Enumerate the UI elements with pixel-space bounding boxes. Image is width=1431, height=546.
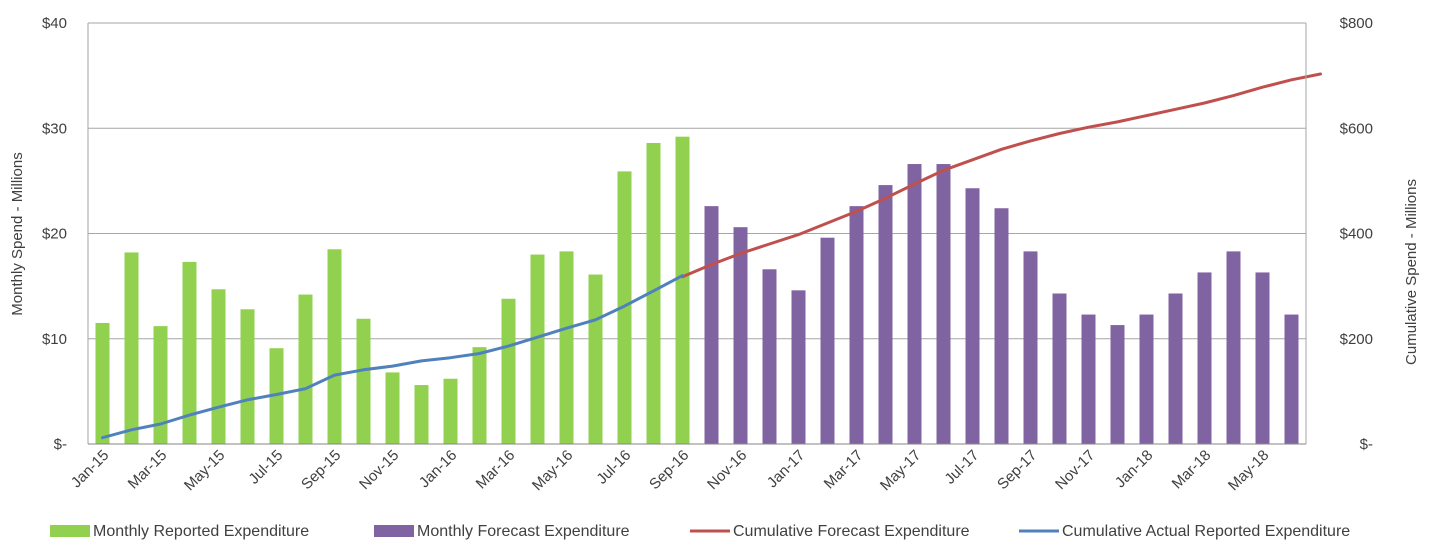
bar (1255, 272, 1270, 444)
x-tick-label: Jan-15 (68, 447, 112, 491)
x-tick-label: Mar-17 (821, 447, 867, 493)
right-axis-ticks: $- $200 $400 $600 $800 (1340, 15, 1373, 453)
x-tick-label: Nov-17 (1052, 447, 1098, 493)
axes (87, 23, 1307, 445)
y2-axis-title: Cumulative Spend - Millions (1403, 179, 1420, 365)
bar (733, 227, 748, 444)
x-axis-ticks: Jan-15 Mar-15 May-15 Jul-15 Sep-15 Nov-15 Jan-… (68, 447, 1272, 494)
bar (530, 254, 545, 444)
y2-tick-label: $600 (1340, 120, 1373, 137)
x-tick-label: Mar-18 (1169, 447, 1215, 493)
bar (1052, 293, 1067, 444)
legend: Monthly Reported Expenditure Monthly Fore… (50, 523, 1350, 540)
x-tick-label: Jul-17 (941, 447, 982, 488)
bar (588, 274, 603, 444)
bar (820, 237, 835, 444)
x-tick-label: May-18 (1225, 447, 1272, 494)
bar (646, 142, 661, 445)
bar (211, 289, 226, 444)
bar (356, 318, 371, 444)
bar (298, 294, 313, 444)
line-cumulative-actual-reported-expenditure (101, 274, 684, 440)
x-tick-label: May-17 (877, 447, 924, 494)
bar (153, 326, 168, 444)
line-cumulative-forecast-expenditure (681, 72, 1322, 279)
bar (791, 290, 806, 444)
bar (1139, 314, 1154, 444)
legend-swatch (374, 525, 414, 537)
y2-tick-label: $200 (1340, 331, 1373, 348)
legend-label: Cumulative Forecast Expenditure (733, 523, 970, 540)
bar (675, 136, 690, 445)
x-tick-label: Nov-15 (356, 447, 402, 493)
bar (1023, 251, 1038, 444)
y-tick-label: $10 (42, 331, 67, 348)
x-tick-label: Mar-15 (125, 447, 171, 493)
bar (965, 188, 980, 444)
bar (327, 249, 342, 444)
x-tick-label: Jan-17 (764, 447, 808, 491)
x-tick-label: Nov-16 (704, 447, 750, 493)
x-tick-label: Sep-15 (298, 447, 344, 493)
y-axis-title: Monthly Spend - Millions (9, 152, 26, 315)
x-tick-label: May-15 (181, 447, 228, 494)
bar (1284, 314, 1299, 444)
y-tick-label: $- (54, 436, 67, 453)
y2-tick-label: $- (1360, 436, 1373, 453)
line-series (101, 72, 1322, 440)
x-tick-label: Sep-16 (646, 447, 692, 493)
bar (182, 261, 197, 444)
bar (704, 206, 719, 444)
x-tick-label: Jul-16 (593, 447, 634, 488)
bar (240, 309, 255, 444)
bar (907, 164, 922, 444)
bar (124, 252, 139, 444)
bar (443, 378, 458, 444)
bar (1081, 314, 1096, 444)
bar (269, 348, 284, 444)
x-tick-label: May-16 (529, 447, 576, 494)
bar (385, 372, 400, 444)
left-axis-ticks: $- $10 $20 $30 $40 (42, 15, 67, 453)
bar (472, 347, 487, 444)
y-tick-label: $20 (42, 226, 67, 243)
bar (1168, 293, 1183, 444)
y-tick-label: $30 (42, 120, 67, 137)
bar (501, 298, 516, 444)
legend-label: Monthly Forecast Expenditure (417, 523, 630, 540)
bar (95, 322, 110, 444)
y2-tick-label: $400 (1340, 226, 1373, 243)
bar (849, 206, 864, 444)
x-tick-label: Jan-18 (1112, 447, 1156, 491)
x-tick-label: Sep-17 (994, 447, 1040, 493)
bar (414, 385, 429, 444)
bar (936, 164, 951, 444)
bar (559, 251, 574, 444)
legend-swatch (50, 525, 90, 537)
bar (762, 269, 777, 444)
bar-series (95, 136, 1299, 445)
x-tick-label: Jan-16 (416, 447, 460, 491)
x-tick-label: Jul-15 (245, 447, 286, 488)
bar (1197, 272, 1212, 444)
y2-tick-label: $800 (1340, 15, 1373, 32)
bar (878, 185, 893, 444)
legend-label: Cumulative Actual Reported Expenditure (1062, 523, 1350, 540)
legend-label: Monthly Reported Expenditure (93, 523, 309, 540)
y-tick-label: $40 (42, 15, 67, 32)
bar (994, 208, 1009, 444)
bar (1226, 251, 1241, 444)
x-tick-label: Mar-16 (473, 447, 519, 493)
bar (1110, 325, 1125, 444)
